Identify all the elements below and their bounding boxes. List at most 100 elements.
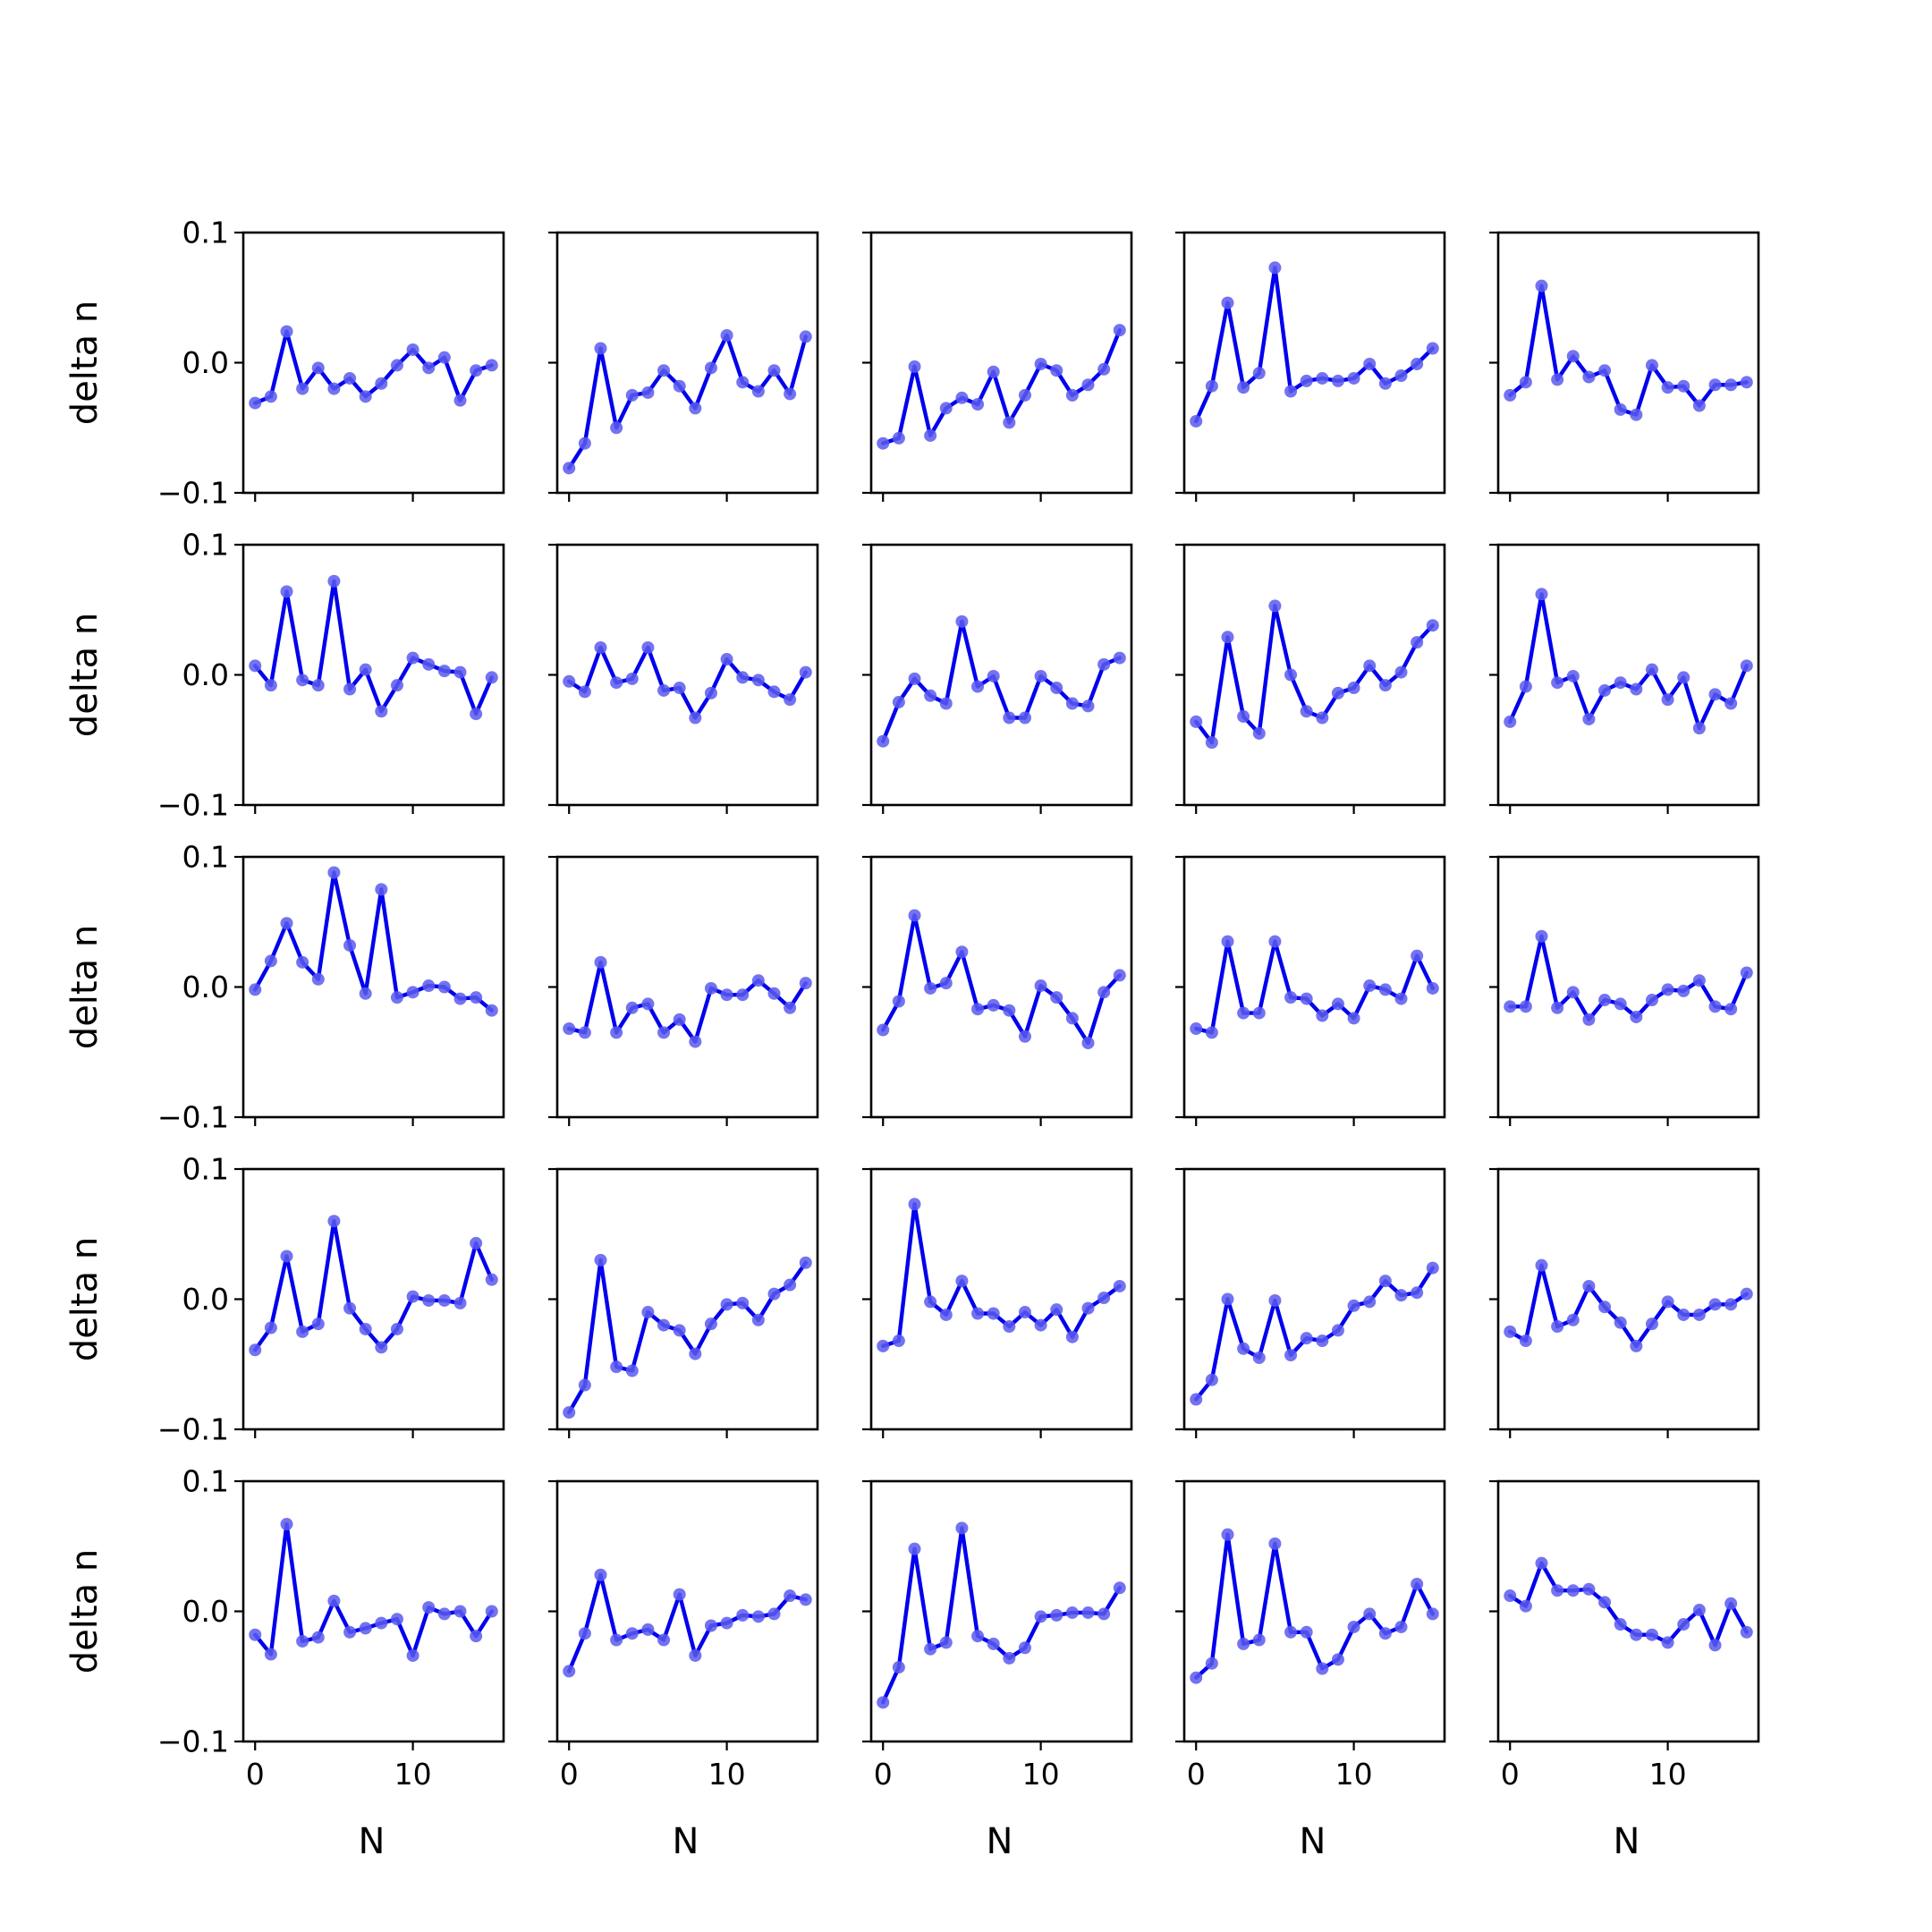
data-point — [1378, 983, 1392, 996]
x-axis-label: N — [673, 1821, 699, 1862]
x-axis-label: N — [987, 1821, 1013, 1862]
data-point — [1347, 682, 1360, 695]
data-point — [657, 1318, 671, 1332]
axes-frame — [242, 231, 505, 495]
data-point — [437, 665, 451, 678]
data-point — [971, 680, 985, 693]
series-line — [253, 870, 494, 1013]
data-point — [1535, 279, 1548, 292]
data-point — [1614, 402, 1627, 416]
data-point — [1614, 676, 1627, 690]
data-point — [1630, 1339, 1643, 1352]
data-point — [1551, 1320, 1564, 1334]
subplot-4-4 — [1175, 1167, 1446, 1438]
y-axis-label: delta n — [64, 925, 106, 1049]
data-point — [1614, 1618, 1627, 1631]
data-point — [1065, 697, 1079, 710]
data-point — [1331, 374, 1344, 387]
x-tick-label: 0 — [1501, 1757, 1520, 1792]
data-point — [1205, 1026, 1218, 1039]
data-point — [1504, 388, 1517, 402]
series-line — [881, 913, 1122, 1046]
data-point — [249, 1628, 262, 1641]
data-point — [1018, 1030, 1031, 1043]
data-point — [625, 1364, 639, 1377]
subplot-1-5 — [1489, 231, 1760, 502]
data-point — [939, 697, 953, 710]
data-point — [1582, 370, 1596, 384]
series-line — [567, 645, 808, 720]
data-point — [971, 398, 985, 411]
data-point — [1692, 974, 1706, 987]
data-point — [1708, 1000, 1722, 1013]
data-point — [1519, 680, 1532, 693]
data-point — [720, 1298, 733, 1311]
data-point — [657, 683, 671, 697]
subplot-3-2 — [548, 855, 819, 1126]
data-point — [1347, 1620, 1360, 1633]
data-point — [1411, 357, 1424, 370]
data-point — [485, 1605, 498, 1618]
data-point — [594, 1253, 607, 1267]
data-point — [955, 1521, 969, 1535]
subplot-1-1: −0.1 0.0 0.1 delta n — [64, 216, 505, 511]
series-line — [881, 619, 1122, 743]
subplot-5-3: 0 10 N — [862, 1479, 1133, 1862]
data-point — [453, 992, 467, 1005]
series-line — [1508, 934, 1749, 1022]
data-point — [1221, 296, 1234, 309]
data-point — [375, 1616, 388, 1630]
data-point — [736, 1296, 750, 1309]
data-point — [1034, 1610, 1047, 1623]
data-point — [767, 987, 781, 1000]
subplot-2-1: −0.1 0.0 0.1 delta n — [64, 528, 505, 823]
data-point — [1113, 324, 1126, 337]
data-point — [784, 1278, 797, 1292]
data-point — [578, 1627, 591, 1640]
data-point — [422, 657, 436, 671]
x-axis-label: N — [1614, 1821, 1640, 1862]
data-point — [673, 379, 686, 393]
x-axis-label: N — [359, 1821, 386, 1862]
subplot-5-1: −0.1 0.0 0.1 0 10 delta n N — [64, 1464, 505, 1862]
data-point — [359, 987, 372, 1000]
data-point — [1661, 983, 1674, 996]
data-point — [939, 402, 953, 415]
data-point — [955, 614, 969, 628]
series-line — [1194, 939, 1435, 1035]
data-point — [1598, 1596, 1612, 1609]
data-point — [1411, 949, 1424, 962]
data-point — [1316, 1009, 1329, 1022]
data-point — [908, 1198, 921, 1211]
series-line — [1508, 592, 1749, 731]
data-point — [877, 734, 890, 748]
data-point — [1003, 711, 1016, 724]
series-line — [1194, 1266, 1435, 1402]
data-point — [1598, 683, 1612, 697]
data-point — [673, 1588, 686, 1601]
data-point — [1268, 261, 1282, 275]
data-point — [359, 390, 372, 403]
data-point — [453, 394, 467, 407]
data-point — [1331, 997, 1344, 1011]
axes-frame — [242, 855, 505, 1119]
subplot-3-3 — [862, 855, 1133, 1126]
data-point — [736, 988, 750, 1002]
data-point — [877, 1339, 890, 1352]
data-point — [1205, 1373, 1218, 1386]
data-point — [1394, 665, 1408, 679]
data-point — [1378, 1627, 1392, 1640]
data-point — [1065, 388, 1079, 402]
data-point — [594, 1568, 607, 1581]
data-point — [1566, 350, 1580, 363]
data-point — [1426, 1261, 1439, 1275]
data-point — [327, 1215, 341, 1228]
y-tick-label: −0.1 — [157, 1100, 229, 1135]
data-point — [311, 1318, 325, 1331]
y-tick-label: 0.0 — [182, 657, 229, 692]
data-point — [264, 1648, 277, 1661]
data-point — [625, 1001, 639, 1014]
data-point — [1724, 697, 1738, 710]
data-point — [641, 386, 655, 399]
data-point — [1252, 1351, 1266, 1364]
